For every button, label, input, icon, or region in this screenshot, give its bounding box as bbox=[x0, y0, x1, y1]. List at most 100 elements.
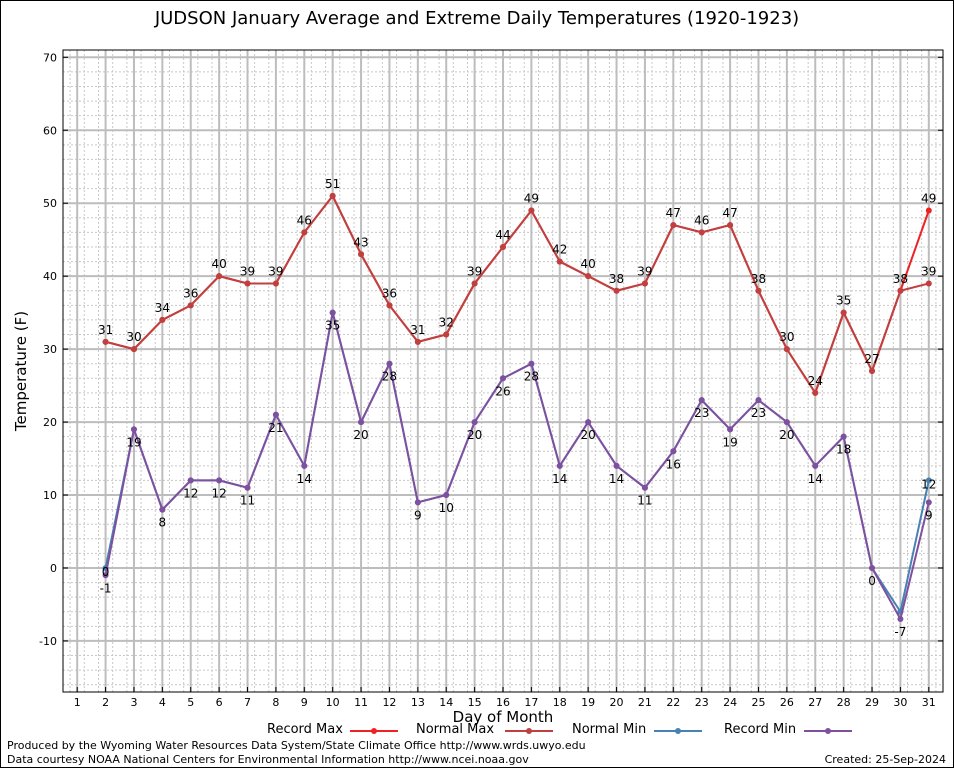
x-tick-label: 8 bbox=[272, 696, 279, 709]
data-label-max: 27 bbox=[864, 352, 879, 366]
x-tick-label: 23 bbox=[695, 696, 709, 709]
data-point-record-min bbox=[301, 462, 308, 469]
data-point-record-min bbox=[358, 419, 365, 426]
data-point-record-min bbox=[925, 499, 932, 506]
data-label-max: 40 bbox=[211, 257, 226, 271]
data-label-min: 20 bbox=[779, 428, 794, 442]
data-point-normal-max bbox=[727, 222, 734, 229]
x-tick-label: 15 bbox=[468, 696, 482, 709]
footer-data-courtesy: Data courtesy NOAA National Centers for … bbox=[7, 753, 529, 766]
x-tick-label: 27 bbox=[808, 696, 822, 709]
data-label-max: 44 bbox=[495, 228, 510, 242]
y-tick-label: 0 bbox=[50, 562, 57, 575]
x-tick-label: 2 bbox=[102, 696, 109, 709]
data-label-max: 34 bbox=[155, 301, 170, 315]
x-tick-label: 14 bbox=[439, 696, 453, 709]
data-point-normal-max bbox=[102, 338, 109, 345]
x-tick-label: 5 bbox=[187, 696, 194, 709]
data-point-record-min bbox=[102, 572, 109, 579]
y-axis-title: Temperature (F) bbox=[12, 311, 30, 432]
data-label-max: 39 bbox=[268, 264, 283, 278]
data-label-min: 20 bbox=[581, 428, 596, 442]
data-point-normal-max bbox=[783, 346, 790, 353]
data-label-min: 19 bbox=[126, 435, 141, 449]
legend-marker-record-min bbox=[825, 728, 831, 734]
data-label-min: 28 bbox=[524, 370, 539, 384]
data-label-min: 23 bbox=[751, 406, 766, 420]
series-line-record-min bbox=[104, 312, 930, 622]
data-label-max: 39 bbox=[240, 264, 255, 278]
x-tick-label: 7 bbox=[244, 696, 251, 709]
x-tick-label: 28 bbox=[837, 696, 851, 709]
data-label-min: 19 bbox=[722, 435, 737, 449]
data-point-record-min bbox=[812, 462, 819, 469]
data-point-normal-max bbox=[613, 287, 620, 294]
data-point-record-min bbox=[585, 419, 592, 426]
data-label-min: 20 bbox=[353, 428, 368, 442]
x-tick-label: 29 bbox=[865, 696, 879, 709]
y-tick-label: 40 bbox=[43, 270, 57, 283]
data-label-max: 24 bbox=[808, 374, 823, 388]
data-label-min: 8 bbox=[159, 516, 167, 530]
x-tick-label: 24 bbox=[723, 696, 737, 709]
data-label-min: 28 bbox=[382, 370, 397, 384]
data-point-normal-max bbox=[272, 280, 279, 287]
data-point-normal-max bbox=[840, 309, 847, 316]
data-point-normal-max bbox=[500, 243, 506, 250]
data-point-normal-max bbox=[244, 280, 251, 287]
data-label-min: 12 bbox=[183, 486, 198, 500]
x-tick-label: 11 bbox=[354, 696, 368, 709]
data-label-max: 42 bbox=[552, 243, 567, 257]
data-point-normal-max bbox=[528, 207, 535, 214]
x-tick-label: 19 bbox=[581, 696, 595, 709]
x-tick-label: 18 bbox=[553, 696, 567, 709]
data-point-record-min bbox=[329, 309, 336, 316]
data-label-max: 43 bbox=[353, 235, 368, 249]
data-point-normal-max bbox=[159, 316, 166, 323]
data-point-record-min bbox=[528, 360, 535, 367]
data-point-normal-max bbox=[130, 346, 137, 353]
data-label-max: 36 bbox=[183, 286, 198, 300]
data-label-max: 38 bbox=[609, 272, 624, 286]
data-label-min: -1 bbox=[100, 581, 112, 595]
data-point-normal-max bbox=[925, 280, 932, 287]
x-tick-label: 12 bbox=[382, 696, 396, 709]
data-point-record-min bbox=[755, 397, 762, 404]
data-point-normal-max bbox=[471, 280, 478, 287]
y-tick-label: 30 bbox=[43, 343, 57, 356]
x-axis-title: Day of Month bbox=[453, 708, 554, 726]
x-tick-label: 10 bbox=[326, 696, 340, 709]
data-point-normal-max bbox=[897, 287, 904, 294]
data-label-max: 36 bbox=[382, 286, 397, 300]
data-label-max: 40 bbox=[581, 257, 596, 271]
data-point-record-min bbox=[840, 433, 847, 440]
data-label-max: 47 bbox=[722, 206, 737, 220]
data-label-min: 9 bbox=[925, 508, 933, 522]
plot-border bbox=[62, 49, 944, 693]
data-point-normal-max bbox=[329, 192, 336, 199]
y-tick-label: 20 bbox=[43, 416, 57, 429]
x-tick-label: 22 bbox=[666, 696, 680, 709]
data-point-normal-max bbox=[556, 258, 563, 265]
x-tick-label: 31 bbox=[922, 696, 936, 709]
legend-label-normal-min: Normal Min bbox=[572, 722, 647, 737]
data-label-min: 21 bbox=[268, 421, 283, 435]
y-tick-label: 10 bbox=[43, 489, 57, 502]
legend-marker-normal-max bbox=[526, 728, 532, 734]
x-tick-label: 21 bbox=[638, 696, 652, 709]
data-label-max: 39 bbox=[467, 264, 482, 278]
data-label-min: 23 bbox=[694, 406, 709, 420]
data-point-normal-max bbox=[414, 338, 421, 345]
data-point-record-min bbox=[130, 426, 137, 433]
legend-label-record-min: Record Min bbox=[724, 722, 797, 737]
data-point-normal-max bbox=[755, 287, 762, 294]
data-point-record-min bbox=[244, 484, 251, 491]
data-point-record-min bbox=[670, 448, 677, 455]
data-point-record-min bbox=[500, 375, 506, 382]
data-label-max: 30 bbox=[779, 330, 794, 344]
data-label-min: 14 bbox=[609, 472, 624, 486]
data-point-record-min bbox=[159, 506, 166, 513]
legend-marker-normal-min bbox=[675, 728, 681, 734]
data-label-min: -7 bbox=[894, 625, 906, 639]
